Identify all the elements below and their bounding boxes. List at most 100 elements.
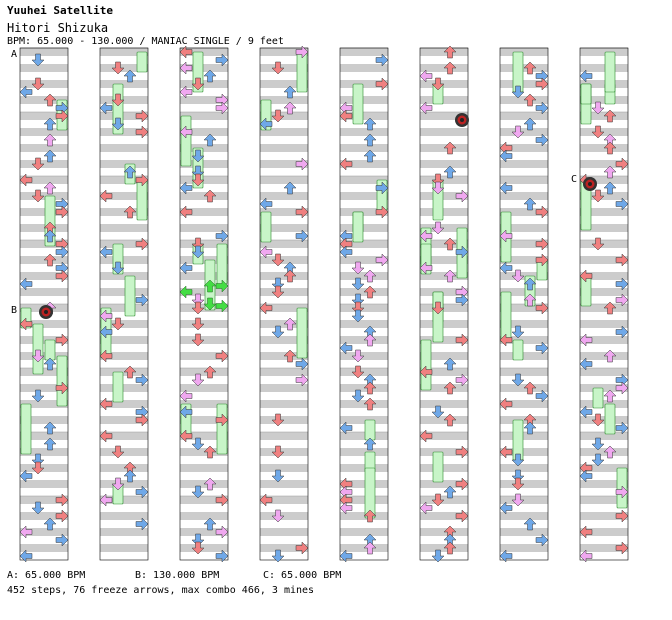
step-arrow-up (203, 445, 217, 459)
freeze-arrow (352, 83, 364, 125)
step-arrow-up (443, 357, 457, 371)
step-arrow-left (179, 61, 193, 75)
step-arrow-left (579, 525, 593, 539)
step-arrow-down (191, 437, 205, 451)
step-arrow-up (603, 181, 617, 195)
step-arrow-up (283, 101, 297, 115)
step-arrow-right (535, 237, 549, 251)
step-arrow-right (55, 509, 69, 523)
step-arrow-left (339, 549, 353, 563)
step-arrow-down (431, 301, 445, 315)
step-arrow-left (19, 549, 33, 563)
step-arrow-down (191, 77, 205, 91)
step-arrow-up (523, 381, 537, 395)
step-arrow-up (603, 109, 617, 123)
step-arrow-down (351, 365, 365, 379)
step-arrow-left (499, 229, 513, 243)
step-arrow-down (591, 413, 605, 427)
step-arrow-left (499, 261, 513, 275)
step-arrow-down (31, 453, 45, 467)
step-arrow-down (591, 189, 605, 203)
step-arrow-right (55, 109, 69, 123)
step-arrow-left (179, 429, 193, 443)
step-arrow-down (431, 493, 445, 507)
step-arrow-up (203, 365, 217, 379)
step-arrow-up (443, 541, 457, 555)
step-arrow-down (351, 301, 365, 315)
step-arrow-down (351, 261, 365, 275)
freeze-arrow (180, 115, 192, 167)
step-arrow-left (99, 189, 113, 203)
step-arrow-down (271, 509, 285, 523)
step-arrow-up (363, 509, 377, 523)
step-arrow-down (271, 61, 285, 75)
step-arrow-left (579, 333, 593, 347)
step-arrow-down (591, 125, 605, 139)
freeze-arrow (432, 451, 444, 483)
step-arrow-left (179, 405, 193, 419)
bpm-marker-c: C (571, 174, 578, 185)
step-arrow-down (31, 189, 45, 203)
mine (455, 113, 469, 127)
step-arrow-left (419, 365, 433, 379)
step-arrow-left (99, 397, 113, 411)
step-arrow-left (419, 229, 433, 243)
step-arrow-down (591, 237, 605, 251)
step-arrow-left (179, 85, 193, 99)
step-arrow-down (511, 453, 525, 467)
freeze-arrow (32, 323, 44, 375)
step-arrow-left (259, 245, 273, 259)
step-arrow-up (43, 421, 57, 435)
step-arrow-down (431, 549, 445, 563)
freeze-arrow (592, 387, 604, 409)
step-arrow-left (19, 85, 33, 99)
step-arrow-right (455, 445, 469, 459)
step-arrow-left (99, 101, 113, 115)
step-arrow-down (271, 549, 285, 563)
step-arrow-up (603, 349, 617, 363)
step-arrow-left (579, 269, 593, 283)
step-arrow-right (375, 205, 389, 219)
step-arrow-left (419, 501, 433, 515)
step-arrow-left (99, 325, 113, 339)
step-arrow-up (363, 381, 377, 395)
step-arrow-up (43, 93, 57, 107)
freeze-arrow (296, 307, 308, 359)
step-arrow-up (123, 469, 137, 483)
step-arrow-down (191, 317, 205, 331)
step-arrow-down (111, 117, 125, 131)
step-arrow-up (363, 333, 377, 347)
step-arrow-up (43, 117, 57, 131)
step-arrow-left (179, 261, 193, 275)
step-arrow-right (215, 229, 229, 243)
step-arrow-down (351, 309, 365, 323)
step-arrow-down (431, 405, 445, 419)
step-arrow-right (135, 293, 149, 307)
step-arrow-up (443, 165, 457, 179)
step-arrow-right (215, 493, 229, 507)
step-arrow-right (295, 541, 309, 555)
step-arrow-down (31, 53, 45, 67)
freeze-head-arrow (215, 279, 229, 293)
step-arrow-left (579, 469, 593, 483)
step-arrow-up (603, 301, 617, 315)
chart-column-5 (339, 47, 389, 563)
song-artist: Hitori Shizuka (7, 21, 109, 35)
step-arrow-right (375, 253, 389, 267)
chart-column-3 (179, 45, 229, 563)
step-arrow-up (203, 133, 217, 147)
step-arrow-up (523, 421, 537, 435)
step-arrow-up (123, 205, 137, 219)
chart-column-4 (259, 45, 309, 563)
step-arrow-up (43, 149, 57, 163)
step-arrow-left (339, 109, 353, 123)
step-arrow-left (259, 493, 273, 507)
freeze-arrow (112, 371, 124, 403)
step-arrow-right (455, 293, 469, 307)
step-arrow-down (111, 477, 125, 491)
step-arrow-right (55, 493, 69, 507)
step-arrow-up (123, 165, 137, 179)
step-arrow-right (55, 533, 69, 547)
step-arrow-right (535, 389, 549, 403)
freeze-arrow (432, 291, 444, 343)
